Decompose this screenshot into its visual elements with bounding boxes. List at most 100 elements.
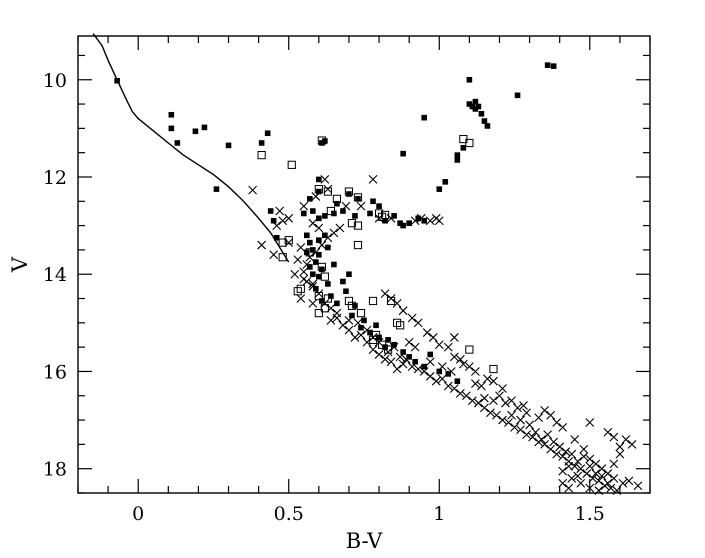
cross-point: [540, 439, 550, 449]
solid-square-point: [454, 378, 461, 384]
solid-square-point: [427, 351, 434, 358]
cross-point: [483, 374, 492, 384]
solid-square-point: [304, 232, 310, 239]
cross-point: [627, 439, 637, 449]
solid-square-point: [544, 62, 551, 68]
cross-point: [540, 405, 550, 415]
cross-point: [591, 459, 601, 469]
open-square-point: [347, 301, 357, 310]
cross-point: [344, 316, 354, 325]
solid-square-point: [391, 341, 397, 348]
cross-point: [329, 228, 339, 238]
cross-point: [248, 185, 257, 195]
open-square-point: [380, 210, 390, 220]
open-square-point: [317, 136, 326, 145]
solid-square-point: [484, 123, 491, 129]
cross-point: [609, 474, 619, 483]
solid-square-point: [352, 303, 358, 309]
cross-point: [471, 379, 480, 389]
cross-point: [585, 461, 595, 471]
cross-point: [570, 435, 580, 444]
cross-point: [353, 318, 363, 328]
solid-square-point: [358, 324, 364, 331]
cross-point: [386, 357, 396, 367]
solid-square-point: [376, 334, 382, 341]
cross-point: [624, 476, 634, 486]
cross-point: [573, 471, 583, 481]
cross-point: [516, 425, 525, 435]
solid-square-point: [300, 210, 307, 217]
cross-point: [507, 410, 516, 420]
cross-point: [257, 240, 267, 250]
cross-point: [323, 233, 333, 243]
cross-point: [567, 474, 577, 483]
y-tick-label: 18: [43, 459, 67, 481]
solid-square-point: [114, 77, 120, 84]
cross-point: [564, 483, 574, 493]
solid-square-point: [307, 239, 313, 246]
cross-point: [356, 330, 366, 340]
cross-point: [498, 415, 507, 425]
cross-point: [489, 396, 498, 406]
solid-square-point: [373, 322, 379, 329]
cross-point: [621, 435, 631, 444]
y-tick-label: 16: [43, 361, 67, 383]
cross-point: [519, 401, 528, 410]
y-tick-label: 14: [43, 264, 67, 286]
open-square-point: [396, 321, 405, 330]
solid-square-point: [316, 237, 322, 243]
cross-point: [558, 478, 568, 488]
solid-square-point: [325, 244, 331, 251]
solid-square-point: [304, 249, 310, 256]
cross-point: [368, 333, 378, 342]
solid-square-point: [352, 213, 358, 219]
solid-square-point: [442, 179, 449, 185]
cross-point: [419, 367, 429, 376]
solid-square-point: [340, 208, 346, 214]
cross-point: [582, 469, 592, 478]
open-square-point: [287, 160, 296, 169]
cross-point: [395, 352, 405, 362]
cross-point: [455, 388, 465, 398]
cross-point: [552, 418, 562, 427]
cross-point: [410, 216, 420, 226]
cross-point: [603, 478, 613, 488]
open-square-point: [344, 296, 354, 306]
cross-point: [458, 359, 468, 369]
data-points: [114, 62, 643, 495]
open-square-point: [347, 219, 357, 228]
solid-square-point: [400, 222, 406, 229]
cross-point: [299, 201, 309, 211]
cross-point: [443, 342, 453, 352]
model-curve: [92, 33, 290, 263]
solid-square-point: [466, 101, 473, 107]
cross-point: [299, 267, 309, 277]
open-square-point: [353, 240, 363, 250]
cross-point: [525, 420, 534, 430]
solid-square-point: [325, 281, 331, 287]
cross-point: [576, 478, 586, 488]
cross-point: [293, 255, 303, 265]
solid-square-point: [412, 358, 418, 365]
cross-point: [425, 357, 435, 367]
cross-point: [407, 362, 417, 371]
cross-point: [480, 403, 489, 413]
solid-square-point: [436, 368, 443, 375]
cross-point: [579, 452, 589, 461]
solid-square-point: [460, 145, 467, 151]
cross-point: [368, 175, 378, 184]
open-square-point: [377, 212, 387, 221]
cross-point: [416, 213, 426, 223]
open-square-point: [393, 318, 402, 327]
cross-point: [338, 320, 348, 330]
cross-point: [585, 483, 595, 493]
x-tick-label: 1: [433, 503, 445, 525]
cross-point: [618, 478, 628, 488]
open-square-point: [344, 187, 354, 196]
solid-square-point: [454, 157, 461, 163]
solid-square-point: [550, 63, 557, 69]
open-square-point: [317, 262, 326, 272]
cross-point: [284, 213, 294, 223]
solid-square-point: [319, 266, 325, 273]
cross-point: [507, 396, 516, 406]
